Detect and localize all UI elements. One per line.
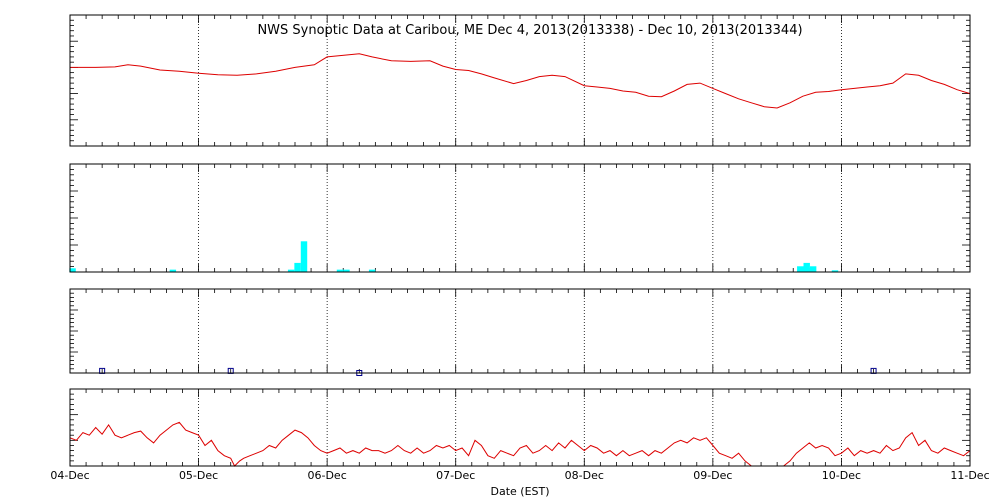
x-tick-label: 05-Dec [179,469,218,482]
chart-panels: 04-Dec 05-Dec 06-Dec 07-Dec 08-Dec 09-Dec 10-D… [50,14,990,482]
panel-2 [69,288,971,376]
x-tick-label: 07-Dec [436,469,475,482]
x-tick-label: 11-Dec [950,469,989,482]
panel-3 [69,388,971,467]
x-tick-label: 04-Dec [50,469,89,482]
panel-1 [69,163,971,273]
panel-frame [69,14,971,147]
precip-bar [69,268,76,272]
panel-frame [69,288,971,374]
precip-bar [809,266,817,272]
precip-bar [797,266,804,272]
x-tick-label: 06-Dec [308,469,347,482]
precip-bar [803,262,810,272]
x-tick-label: 08-Dec [565,469,604,482]
precip-bar [336,269,344,272]
panel-frame [69,163,971,273]
precip-bar [294,262,301,272]
series-line [69,421,971,467]
precip-bar [300,241,308,272]
precip-bar [169,269,177,272]
x-tick-label: 09-Dec [693,469,732,482]
series-line [70,53,971,109]
panel-0 [69,14,971,147]
precip-bar [287,269,295,272]
chart-title: NWS Synoptic Data at Caribou, ME Dec 4, … [257,23,802,38]
precip-bar [831,270,839,273]
precip-bar [368,269,376,272]
x-axis-label: Date (EST) [490,485,549,498]
x-tick-label: 10-Dec [822,469,861,482]
precip-bar [343,269,350,272]
panel-frame [69,388,971,467]
